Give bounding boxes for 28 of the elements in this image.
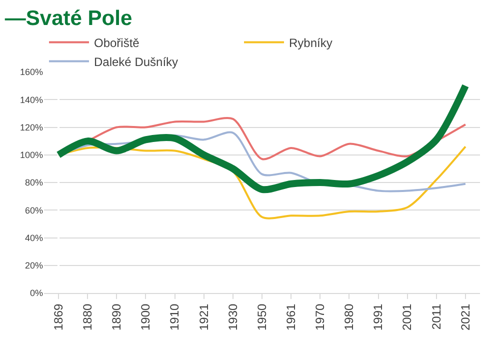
- x-tick-label: 2001: [400, 303, 414, 331]
- x-tick-label: 1980: [342, 303, 356, 331]
- x-tick-label: 2011: [429, 303, 444, 330]
- y-tick-label: 80%: [24, 178, 43, 188]
- x-tick-label: 1961: [284, 303, 298, 331]
- x-tick-label: 1910: [168, 303, 182, 331]
- x-tick-label: 1970: [313, 303, 328, 331]
- x-tick-label: 1869: [51, 303, 66, 331]
- x-tick-label: 1880: [80, 303, 94, 331]
- y-tick-label: 40%: [24, 232, 43, 243]
- x-tick-label: 1950: [254, 303, 269, 331]
- y-tick-label: 60%: [24, 205, 43, 216]
- legend-label: Obořiště: [94, 36, 140, 50]
- y-tick-label: 20%: [24, 260, 43, 271]
- x-tick-label: 1991: [371, 303, 386, 331]
- y-tick-label: 120%: [20, 122, 43, 132]
- y-tick-label: 0%: [30, 288, 43, 298]
- y-tick-label: 160%: [20, 67, 43, 78]
- legend-label: Daleké Dušníky: [94, 54, 178, 69]
- x-tick-label: 2021: [458, 303, 472, 331]
- x-tick-label: 1930: [226, 303, 240, 331]
- x-tick-label: 1890: [110, 303, 124, 331]
- chart-title: —Svaté Pole: [4, 6, 132, 30]
- x-tick-label: 1921: [196, 303, 211, 331]
- x-tick-label: 1900: [138, 303, 153, 331]
- legend-label: Rybníky: [289, 36, 332, 50]
- y-tick-label: 140%: [20, 94, 43, 105]
- y-tick-label: 100%: [20, 150, 43, 160]
